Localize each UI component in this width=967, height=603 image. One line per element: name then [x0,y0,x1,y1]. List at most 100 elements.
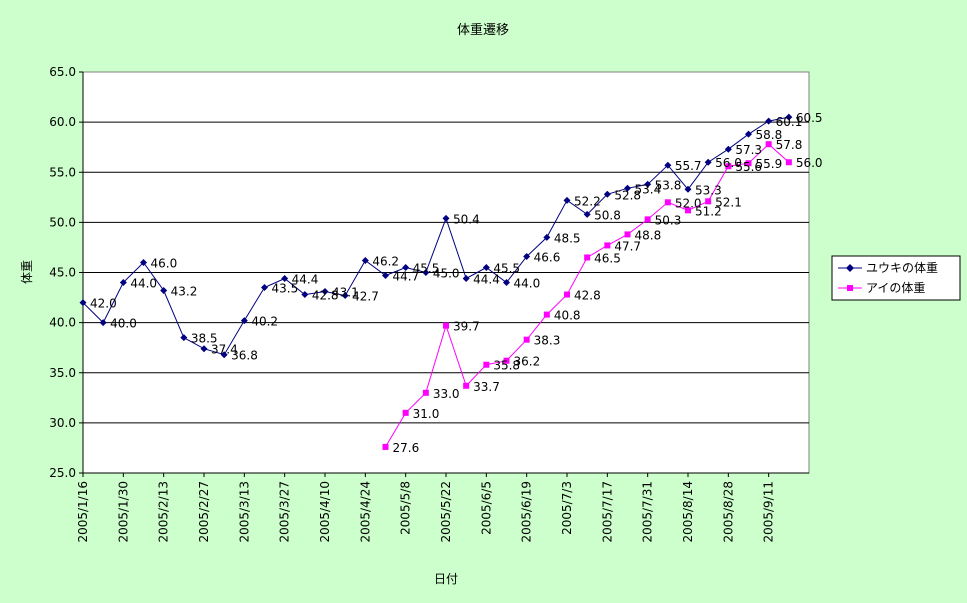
data-label: 36.2 [514,355,541,369]
data-label: 44.0 [130,277,157,291]
data-point [382,443,389,450]
data-point [765,141,772,148]
x-tick-label: 2005/9/11 [762,481,776,543]
data-label: 53.8 [655,178,682,192]
data-label: 47.7 [614,239,641,253]
data-label: 53.3 [695,183,722,197]
x-axis-title: 日付 [434,572,458,586]
data-label: 56.0 [796,156,823,170]
data-label: 33.0 [433,387,460,401]
data-point [99,319,107,327]
legend-marker-series-1 [846,264,854,272]
x-tick-label: 2005/1/30 [116,481,130,543]
data-point [543,311,550,318]
y-tick-label: 25.0 [49,466,76,480]
data-point [624,231,631,238]
data-label: 46.5 [594,251,621,265]
data-point [584,254,591,261]
legend-marker-series-2 [847,285,853,291]
data-point [281,275,289,283]
data-label: 52.2 [574,194,601,208]
data-point [443,322,449,329]
y-tick-label: 60.0 [49,115,76,129]
data-label: 40.2 [251,315,278,329]
data-label: 46.2 [372,254,399,268]
y-tick-label: 30.0 [49,416,76,430]
data-point [79,299,87,307]
x-tick-label: 2005/3/27 [278,481,292,543]
x-tick-label: 2005/7/31 [641,481,655,543]
data-point [523,336,530,343]
data-point [321,288,329,296]
x-tick-label: 2005/4/24 [358,481,372,543]
data-point [442,214,450,222]
axes: 25.0 30.0 35.0 40.0 45.0 50.0 55.0 60.0 65.0 2005… [49,65,809,543]
data-point [361,256,369,264]
data-point [220,351,228,359]
data-label: 33.7 [473,380,500,394]
data-label: 42.7 [352,290,379,304]
x-tick-label: 2005/8/28 [721,481,735,543]
x-tick-label: 2005/2/13 [157,481,171,543]
data-point [664,199,671,206]
data-point [140,258,147,266]
data-label: 55.9 [756,157,783,171]
data-label: 50.4 [453,212,480,226]
data-point [745,160,752,167]
series-line-1 [82,116,789,356]
data-label: 44.4 [292,273,319,287]
data-label: 52.0 [675,196,702,210]
x-tick-label: 2005/7/3 [560,481,574,535]
data-point [603,190,611,198]
data-label: 46.0 [151,256,178,270]
data-label: 42.8 [574,289,601,303]
y-axis-title: 体重 [20,260,34,284]
x-tick-label: 2005/1/16 [76,481,90,543]
x-tick-label: 2005/6/19 [520,481,534,543]
data-label: 45.5 [413,261,440,275]
data-point [664,161,672,169]
data-point [564,291,570,298]
data-point [785,113,793,121]
data-point [341,292,349,300]
data-label: 52.8 [614,188,641,202]
chart-title: 体重遷移 [457,22,509,38]
x-tick-label: 2005/5/22 [439,481,453,543]
data-point [119,279,127,287]
data-point [684,185,692,193]
data-label: 51.2 [695,204,722,218]
legend-label-series-1: ユウキの体重 [866,261,938,275]
legend-label-series-2: アイの体重 [866,281,925,295]
data-point [462,275,470,283]
data-point [402,409,409,416]
data-label: 58.8 [756,128,783,142]
legend-box [831,255,961,301]
x-tick-label: 2005/3/13 [237,481,251,543]
x-tick-label: 2005/2/27 [197,481,211,543]
data-point [422,269,430,276]
data-point [463,382,470,389]
gridlines [83,121,809,424]
data-label: 56.0 [715,156,742,170]
data-label: 57.3 [735,143,762,157]
data-label: 39.7 [453,320,480,334]
data-point [724,145,732,153]
data-point [725,163,732,170]
x-tick-label: 2005/7/17 [600,481,614,543]
x-tick-label: 2005/8/14 [681,481,695,543]
data-point [523,252,531,260]
data-point [483,361,490,368]
data-point [200,345,208,353]
data-point [765,117,773,125]
data-label: 46.6 [534,250,561,264]
data-label: 40.0 [110,317,137,331]
data-label: 31.0 [413,407,440,421]
legend: ユウキの体重 アイの体重 [831,255,961,301]
data-label: 40.8 [554,309,581,323]
data-label: 45.5 [493,261,520,275]
data-label: 44.4 [473,273,500,287]
data-label: 45.0 [433,267,460,281]
data-label: 43.5 [272,282,299,296]
data-label: 50.8 [594,208,621,222]
